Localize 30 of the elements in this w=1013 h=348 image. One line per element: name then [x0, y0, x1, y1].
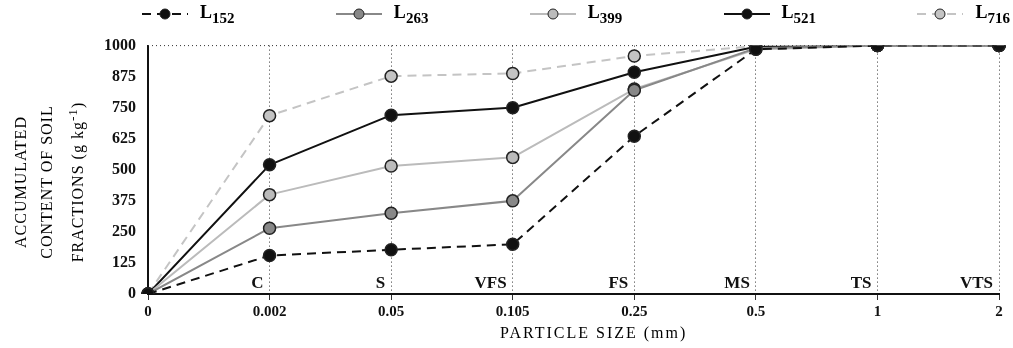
- annotation: VFS: [474, 272, 507, 292]
- annotation: C: [251, 272, 264, 292]
- y-tick-label: 500: [112, 159, 136, 177]
- annotation: TS: [850, 272, 872, 292]
- x-tick-label: 0.5: [746, 302, 766, 319]
- y-tick-label: 625: [112, 128, 136, 146]
- y-tick-label: 250: [112, 222, 136, 240]
- legend-label: L$_{152}$: [200, 2, 235, 27]
- legend-label: L$_{263}$: [393, 2, 429, 27]
- y-tick-label: 125: [112, 253, 136, 271]
- y-tick-label: 375: [112, 190, 136, 208]
- x-tick-label: 0.105: [495, 302, 530, 319]
- y-tick-label: 875: [112, 66, 136, 84]
- legend-label: L$_{521}$: [781, 2, 817, 27]
- x-tick-label: 0: [144, 302, 152, 319]
- annotation: FS: [608, 272, 629, 292]
- annotation: MS: [724, 272, 750, 292]
- x-tick-label: 0.002: [252, 302, 287, 319]
- x-axis-title: PARTICLE SIZE (mm): [500, 324, 688, 342]
- y-tick-label: 1000: [104, 35, 136, 53]
- x-tick-label: 0.25: [621, 302, 648, 319]
- legend-label: L$_{399}$: [587, 2, 623, 27]
- legend-label: L$_{716}$: [975, 2, 1010, 27]
- y-tick-label: 750: [112, 97, 136, 115]
- annotation: S: [375, 272, 386, 292]
- y-tick-label: 0: [128, 284, 136, 302]
- x-tick-label: 2: [995, 302, 1003, 319]
- x-tick-label: 1: [873, 302, 882, 319]
- x-tick-label: 0.05: [378, 302, 405, 319]
- annotation: VTS: [959, 272, 993, 292]
